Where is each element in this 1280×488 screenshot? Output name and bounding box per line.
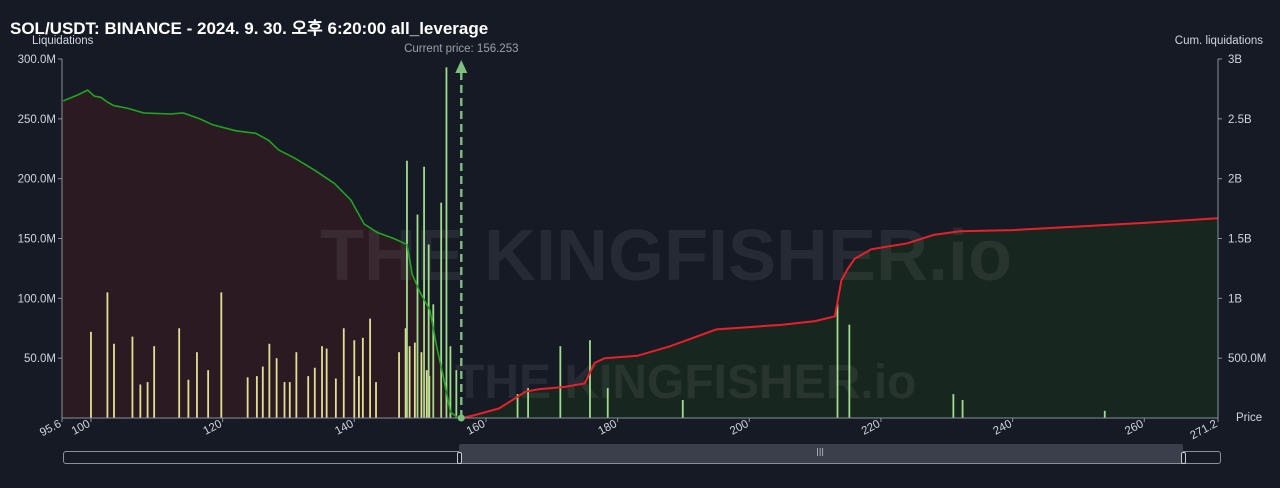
- short-liquidation-bar: [961, 400, 964, 418]
- long-liquidation-bar: [283, 382, 286, 418]
- long-liquidation-bar: [220, 292, 223, 418]
- watermark-text: THE KINGFISHER.io: [320, 216, 1012, 296]
- long-liquidation-bar: [153, 346, 156, 418]
- right-tick-label: 2B: [1228, 174, 1242, 186]
- x-tick-label: 271.2: [1188, 418, 1219, 442]
- long-liquidation-bar: [361, 337, 364, 418]
- short-liquidation-bar: [416, 214, 419, 418]
- long-liquidation-bar: [325, 348, 328, 418]
- long-liquidation-bar: [413, 342, 416, 418]
- long-liquidation-bar: [255, 376, 258, 418]
- left-axis-label: Liquidations: [32, 35, 94, 47]
- watermark-text-small: THE KINGFISHER.io: [455, 356, 916, 409]
- right-tick-label: 2.5B: [1228, 114, 1252, 126]
- short-liquidation-bar: [432, 304, 435, 418]
- left-tick-label: 300.0M: [18, 54, 56, 66]
- long-liquidation-bar: [334, 378, 337, 418]
- short-liquidation-bar: [606, 388, 609, 418]
- long-liquidation-bar: [268, 343, 271, 418]
- x-tick-label: 220: [860, 418, 883, 438]
- x-tick-label: 140: [333, 418, 356, 438]
- long-liquidation-bar: [375, 382, 377, 418]
- long-liquidation-bar: [275, 358, 278, 418]
- current-price-arrow-icon: [455, 60, 468, 73]
- long-liquidation-bar: [146, 382, 149, 418]
- short-liquidation-bar: [455, 370, 458, 418]
- long-liquidation-bar: [408, 346, 411, 418]
- long-liquidation-bar: [106, 292, 109, 418]
- short-liquidation-bar: [952, 394, 955, 418]
- long-liquidation-bar: [321, 346, 323, 418]
- x-axis-label: Price: [1236, 412, 1262, 424]
- short-liquidation-bar: [559, 346, 562, 418]
- right-tick-label: 500.0M: [1228, 353, 1266, 365]
- long-liquidation-bar: [90, 331, 92, 418]
- long-liquidation-bar: [420, 352, 423, 418]
- x-tick-label: 180: [596, 418, 619, 438]
- x-tick-label: 95.6: [38, 418, 63, 439]
- x-tick-label: 240: [991, 418, 1014, 438]
- short-liquidation-bar: [527, 388, 529, 418]
- current-price-label: Current price: 156.253: [404, 43, 518, 55]
- right-tick-label: 3B: [1228, 54, 1242, 66]
- left-tick-label: 100.0M: [18, 293, 56, 305]
- long-liquidation-bar: [295, 352, 298, 418]
- long-liquidation-bar: [178, 328, 181, 418]
- left-tick-label: 150.0M: [18, 234, 56, 246]
- short-liquidation-bar: [516, 394, 519, 418]
- long-liquidation-bar: [196, 352, 198, 418]
- short-liquidation-bar: [427, 244, 430, 418]
- long-liquidation-bar: [404, 328, 407, 418]
- short-liquidation-bar: [449, 346, 452, 418]
- short-liquidation-bar: [1103, 410, 1106, 418]
- long-liquidation-bar: [313, 367, 316, 418]
- short-liquidation-bar: [406, 160, 408, 418]
- long-liquidation-bar: [357, 376, 360, 418]
- long-liquidation-bar: [246, 377, 249, 418]
- long-liquidation-bar: [187, 379, 190, 418]
- range-slider-left-handle[interactable]: [457, 452, 462, 464]
- short-liquidation-bar: [681, 400, 684, 418]
- x-tick-label: 200: [728, 418, 751, 438]
- right-axis-label: Cum. liquidations: [1175, 35, 1263, 47]
- long-liquidation-bar: [369, 318, 371, 418]
- cum-long-line: [62, 89, 459, 419]
- current-price-dot: [457, 414, 465, 422]
- short-liquidation-bar: [848, 324, 851, 418]
- long-liquidation-bar: [398, 352, 400, 418]
- right-tick-label: 1.5B: [1228, 234, 1252, 246]
- short-liquidation-bar: [589, 340, 591, 418]
- range-slider-selection[interactable]: [459, 444, 1183, 463]
- x-tick-label: 160: [465, 418, 488, 438]
- short-liquidation-bar: [836, 304, 839, 418]
- range-slider-grip-icon[interactable]: |||: [816, 447, 825, 456]
- long-liquidation-bar: [131, 336, 134, 418]
- x-tick-label: 100: [70, 418, 93, 438]
- cum-short-area: [461, 218, 1218, 418]
- short-liquidation-bar: [440, 202, 443, 418]
- short-liquidation-bar: [445, 67, 448, 419]
- cum-short-line: [461, 217, 1219, 419]
- left-tick-label: 250.0M: [18, 114, 56, 126]
- long-liquidation-bar: [342, 328, 345, 418]
- long-liquidation-bar: [139, 384, 142, 418]
- watermark: THE KINGFISHER.io THE KINGFISHER.io: [320, 216, 1012, 409]
- left-tick-label: 50.0M: [24, 353, 56, 365]
- chart-title: SOL/USDT: BINANCE - 2024. 9. 30. 오후 6:20…: [10, 19, 489, 38]
- long-liquidation-bar: [288, 382, 291, 418]
- x-tick-label: 120: [201, 418, 224, 438]
- long-liquidation-bar: [425, 370, 428, 418]
- cum-long-area: [62, 90, 459, 418]
- long-liquidation-bar: [353, 340, 356, 418]
- x-tick-label: 260: [1123, 418, 1146, 438]
- left-tick-label: 200.0M: [18, 174, 56, 186]
- short-liquidation-bar: [423, 166, 425, 418]
- long-liquidation-bar: [113, 343, 115, 418]
- long-liquidation-bar: [207, 370, 210, 418]
- long-liquidation-bar: [307, 376, 310, 418]
- long-liquidation-bar: [261, 366, 264, 418]
- range-slider-right-handle[interactable]: [1181, 452, 1186, 464]
- right-tick-label: 1B: [1228, 293, 1242, 305]
